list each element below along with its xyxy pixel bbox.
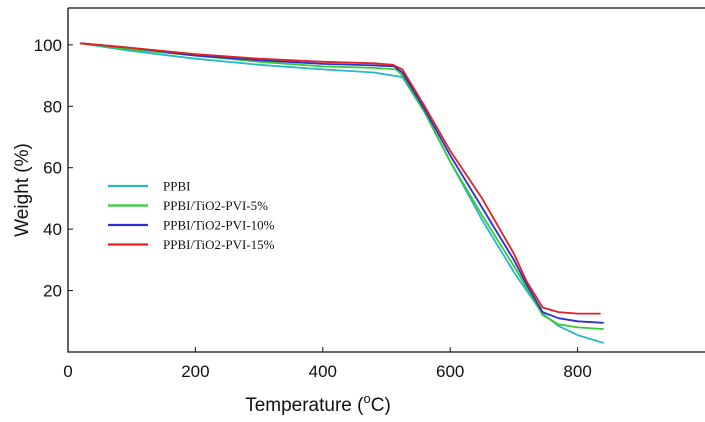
legend-label: PPBI (163, 179, 190, 194)
x-axis-title-main: Temperature ( (245, 395, 364, 416)
y-tick-label: 20 (43, 282, 62, 301)
x-tick-label: 400 (309, 362, 337, 381)
x-tick-label: 200 (181, 362, 209, 381)
legend-label: PPBI/TiO2-PVI-5% (163, 198, 268, 213)
series-line (79, 42, 601, 315)
x-tick-label: 600 (436, 362, 464, 381)
x-tick-label: 0 (63, 362, 72, 381)
series-line (79, 42, 604, 344)
legend-label: PPBI/TiO2-PVI-10% (163, 218, 275, 233)
y-tick-label: 100 (34, 36, 62, 55)
y-tick-label: 40 (43, 220, 62, 239)
legend-label: PPBI/TiO2-PVI-15% (163, 237, 275, 252)
x-axis-title: Temperature (oC) (245, 391, 391, 416)
x-axis-title-end: C) (371, 395, 391, 416)
x-axis-title-super: o (363, 391, 370, 406)
series-line (79, 42, 604, 330)
y-axis-title: Weight (%) (12, 143, 33, 237)
x-tick-label: 800 (563, 362, 591, 381)
series-line (79, 42, 604, 324)
y-tick-label: 60 (43, 159, 62, 178)
series-layer (79, 42, 604, 344)
y-tick-label: 80 (43, 97, 62, 116)
legend: PPBI PPBI/TiO2-PVI-5% PPBI/TiO2-PVI-10% PPB… (108, 179, 275, 252)
ticks-layer: 0 200 400 600 800 20 40 60 80 100 (34, 36, 592, 381)
